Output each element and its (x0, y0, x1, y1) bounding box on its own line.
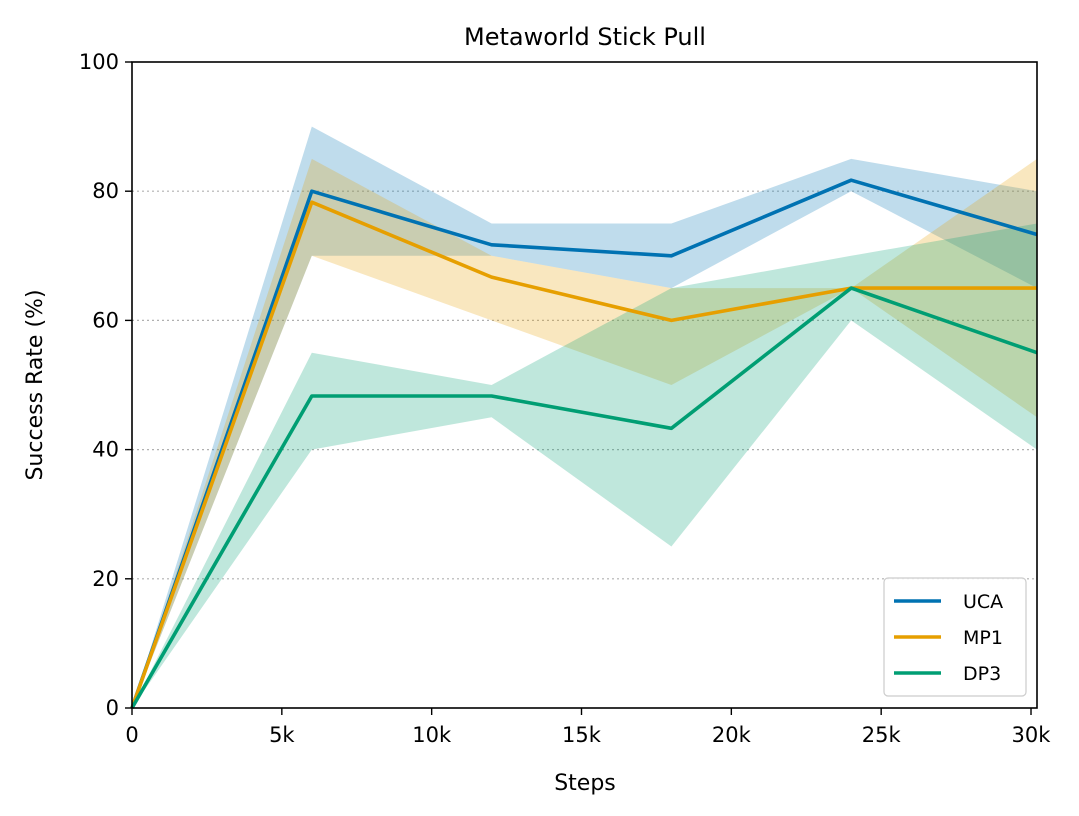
legend-label-uca: UCA (963, 591, 1003, 613)
y-tick-label: 20 (92, 567, 119, 591)
series-lines (130, 178, 1038, 709)
line-uca (130, 178, 1038, 709)
line-dp3 (130, 286, 1038, 709)
band-uca (132, 126, 1037, 709)
x-tick-label: 5k (269, 723, 295, 747)
x-tick-label: 30k (1012, 723, 1052, 747)
x-tick-label: 0 (125, 723, 138, 747)
axis-ticks: 0 5k 10k 15k 20k 25k 30k 0 20 40 60 80 100 (79, 50, 1051, 747)
legend-label-mp1: MP1 (963, 627, 1003, 649)
y-tick-label: 40 (92, 438, 119, 462)
y-tick-label: 100 (79, 50, 119, 74)
legend-box (883, 577, 1027, 697)
band-dp3 (132, 223, 1037, 708)
x-tick-label: 15k (562, 723, 602, 747)
y-tick-label: 80 (92, 179, 119, 203)
y-tick-label: 0 (106, 696, 119, 720)
y-axis-label: Success Rate (%) (23, 289, 48, 480)
x-tick-label: 25k (862, 723, 902, 747)
x-tick-label: 20k (712, 723, 752, 747)
x-tick-label: 10k (412, 723, 452, 747)
legend-label-dp3: DP3 (963, 663, 1001, 685)
x-axis-label: Steps (554, 771, 616, 796)
plot-area-frame (131, 61, 1038, 709)
line-mp1 (130, 200, 1037, 709)
chart-title: Metaworld Stick Pull (464, 23, 706, 51)
y-tick-label: 60 (92, 308, 119, 332)
legend: UCA MP1 DP3 (883, 577, 1027, 697)
